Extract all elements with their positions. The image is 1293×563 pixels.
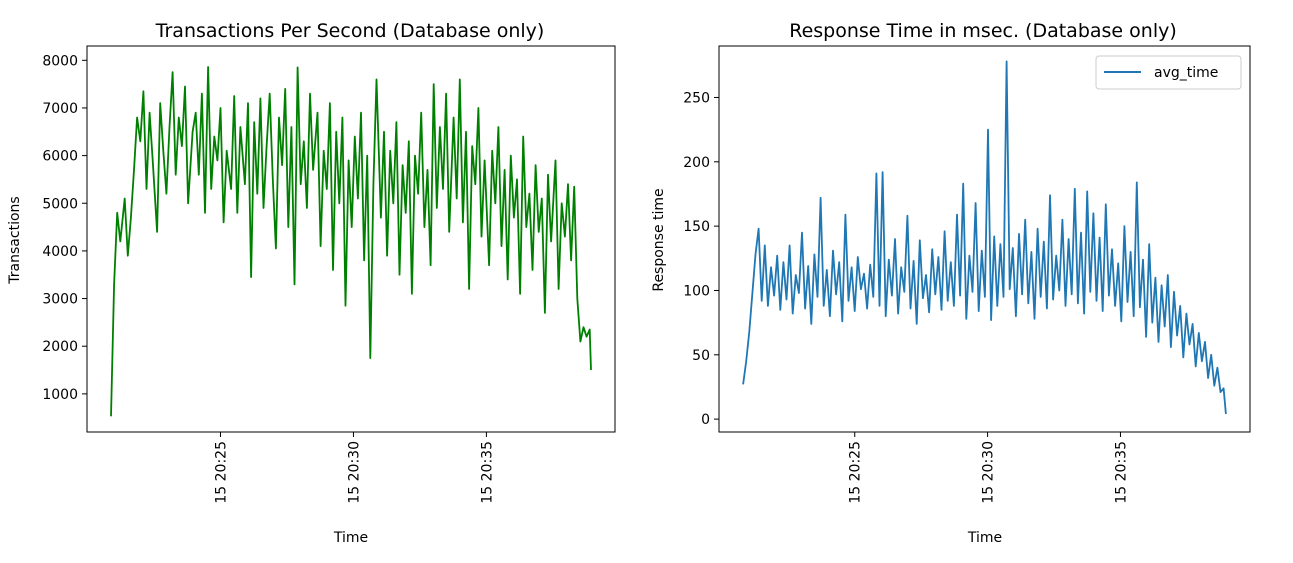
series-line: [742, 60, 1227, 415]
x-tick-label: 15 20:35: [1113, 441, 1129, 504]
series-line: [110, 66, 592, 417]
x-axis-label: Time: [967, 530, 1002, 546]
y-tick-label: 2000: [42, 339, 78, 355]
transactions-chart: Transactions Per Second (Database only) …: [7, 20, 616, 546]
y-tick-label: 5000: [42, 196, 78, 212]
y-axis-label: Transactions: [7, 196, 23, 284]
chart-title: Response Time in msec. (Database only): [789, 20, 1177, 42]
y-tick-label: 200: [683, 155, 710, 171]
legend: avg_time: [1095, 55, 1242, 90]
plot-frame: [86, 45, 616, 433]
x-tick-label: 15 20:25: [848, 441, 864, 504]
x-axis-label: Time: [333, 530, 368, 546]
axis-ticks: 1000 2000 3000 4000 5000 6000 7000 8000 15 20:25…: [42, 53, 495, 503]
legend-label: avg_time: [1154, 65, 1218, 81]
axis-ticks: 0 50 100 150 200 250 15 20:25 15 20:30 15 20:35: [683, 90, 1129, 503]
y-tick-label: 6000: [42, 149, 78, 165]
y-tick-label: 4000: [42, 244, 78, 260]
x-tick-label: 15 20:30: [981, 441, 997, 504]
chart-title: Transactions Per Second (Database only): [155, 20, 545, 42]
y-axis-label: Response time: [651, 188, 667, 291]
y-tick-label: 0: [701, 412, 710, 428]
y-tick-label: 150: [683, 219, 710, 235]
x-tick-label: 15 20:30: [346, 441, 362, 504]
legend-box: [1095, 55, 1242, 90]
y-tick-label: 50: [692, 348, 710, 364]
y-tick-label: 3000: [42, 292, 78, 308]
y-tick-label: 100: [683, 283, 710, 299]
y-tick-label: 7000: [42, 101, 78, 117]
y-tick-label: 1000: [42, 387, 78, 403]
x-tick-label: 15 20:35: [479, 441, 495, 504]
plot-frame: [718, 45, 1251, 433]
y-tick-label: 250: [683, 90, 710, 106]
y-tick-label: 8000: [42, 53, 78, 69]
response-time-chart: Response Time in msec. (Database only) 0…: [651, 20, 1251, 546]
x-tick-label: 15 20:25: [213, 441, 229, 504]
